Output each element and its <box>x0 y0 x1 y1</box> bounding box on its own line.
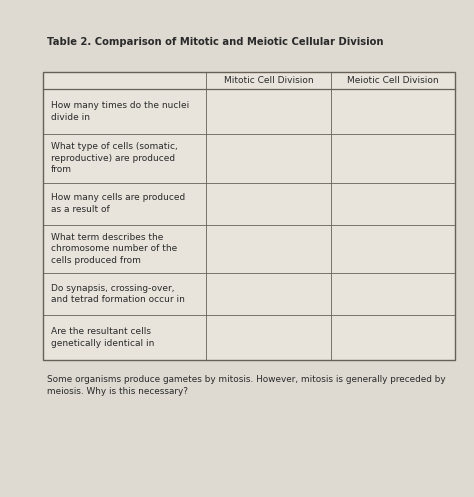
Text: Meiotic Cell Division: Meiotic Cell Division <box>347 76 439 85</box>
Text: Mitotic Cell Division: Mitotic Cell Division <box>224 76 313 85</box>
Text: Do synapsis, crossing-over,
and tetrad formation occur in: Do synapsis, crossing-over, and tetrad f… <box>51 284 185 304</box>
Text: Are the resultant cells
genetically identical in: Are the resultant cells genetically iden… <box>51 328 155 348</box>
Text: How many cells are produced
as a result of: How many cells are produced as a result … <box>51 193 185 214</box>
Bar <box>43 72 455 360</box>
Text: Table 2. Comparison of Mitotic and Meiotic Cellular Division: Table 2. Comparison of Mitotic and Meiot… <box>47 37 384 47</box>
Text: What type of cells (somatic,
reproductive) are produced
from: What type of cells (somatic, reproductiv… <box>51 143 178 174</box>
Text: How many times do the nuclei
divide in: How many times do the nuclei divide in <box>51 101 190 122</box>
Text: Some organisms produce gametes by mitosis. However, mitosis is generally precede: Some organisms produce gametes by mitosi… <box>47 375 446 396</box>
Text: What term describes the
chromosome number of the
cells produced from: What term describes the chromosome numbe… <box>51 233 177 265</box>
